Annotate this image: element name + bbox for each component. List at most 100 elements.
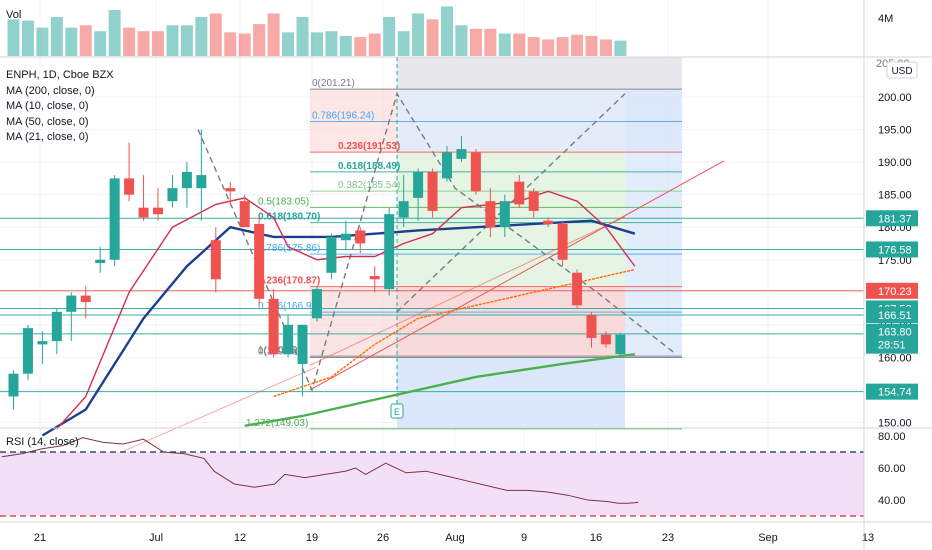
candle-body-24 <box>355 230 366 244</box>
earnings-marker-box <box>390 403 404 419</box>
price-tick-2: 160.00 <box>878 352 912 364</box>
candle-body-34 <box>499 201 510 228</box>
candle-body-6 <box>95 259 106 264</box>
candle-body-33 <box>485 201 496 228</box>
candle-body-14 <box>210 240 221 280</box>
time-tick-1: Jul <box>149 532 163 544</box>
volume-bar-33 <box>484 28 497 56</box>
volume-bar-2 <box>36 27 49 56</box>
chart-legend: ENPH, 1D, Cboe BZX MA (200, close, 0) MA… <box>6 68 114 146</box>
fib-label-5: 1(160.19) <box>258 345 301 356</box>
volume-bar-37 <box>542 39 555 56</box>
legend-ma-21[interactable]: MA (21, close, 0) <box>6 131 89 143</box>
time-tick-9: Sep <box>758 532 778 544</box>
candle-body-28 <box>413 171 424 198</box>
candle-body-13 <box>196 175 207 189</box>
current-price-bg <box>866 323 918 354</box>
volume-bar-39 <box>571 34 584 56</box>
volume-bar-24 <box>354 37 367 56</box>
volume-bar-35 <box>513 33 526 56</box>
candle-body-32 <box>470 152 481 192</box>
legend-ma-50[interactable]: MA (50, close, 0) <box>6 115 89 128</box>
candle-body-29 <box>427 171 438 211</box>
candle-body-27 <box>398 201 409 218</box>
candle-body-22 <box>326 236 337 273</box>
volume-bar-40 <box>585 35 598 56</box>
fib-band-blue-right <box>625 89 682 358</box>
fib-label-6: 0.786(196.24) <box>312 110 374 121</box>
candle-body-26 <box>384 214 395 290</box>
fib-label-7: 0.618(188.49) <box>338 161 400 172</box>
current-price: 163.80 <box>878 327 912 339</box>
volume-bar-31 <box>455 25 468 56</box>
candle-body-39 <box>572 272 583 306</box>
volume-bar-27 <box>397 31 410 56</box>
level-tag-bg-4 <box>866 307 918 324</box>
volume-bar-0 <box>7 19 20 56</box>
fib-label-3: 0.618(180.70) <box>258 212 320 223</box>
countdown: 28:51 <box>878 340 906 352</box>
ma-line-0 <box>244 352 636 427</box>
volume-bar-6 <box>94 31 107 56</box>
level-tag-2: 170.23 <box>878 286 912 298</box>
candle-body-31 <box>456 149 467 159</box>
volume-bar-28 <box>412 13 425 57</box>
volume-bar-14 <box>209 13 222 57</box>
legend-ma-200[interactable]: MA (200, close, 0) <box>6 84 95 97</box>
time-tick-0: 21 <box>34 532 46 544</box>
volume-bar-26 <box>383 17 396 56</box>
volume-bar-36 <box>527 37 540 56</box>
candle-body-11 <box>167 188 178 202</box>
ma-line-3 <box>56 190 636 430</box>
fib-label-12: 1.272(149.03) <box>246 418 308 429</box>
volume-bar-10 <box>152 31 164 56</box>
candle-body-5 <box>80 295 91 303</box>
volume-bar-41 <box>599 39 612 56</box>
volume-bars <box>7 6 627 57</box>
volume-bar-19 <box>282 32 295 56</box>
earnings-marker: E <box>394 407 400 417</box>
currency-button[interactable] <box>886 61 918 79</box>
volume-bar-25 <box>368 33 381 56</box>
currency-label: USD <box>891 66 912 77</box>
volume-bar-13 <box>195 17 208 56</box>
legend-ma-10[interactable]: MA (10, close, 0) <box>6 100 89 112</box>
candle-body-0 <box>8 373 19 397</box>
volume-label: Vol <box>6 9 22 21</box>
volume-bar-7 <box>108 9 121 56</box>
fib-left-red <box>310 89 397 153</box>
volume-bar-12 <box>180 25 193 56</box>
volume-bar-21 <box>310 32 323 56</box>
fib-top-band <box>397 57 682 90</box>
rsi-tick-2: 40.00 <box>878 495 906 507</box>
price-tick-7: 185.00 <box>878 190 912 202</box>
level-tag-4: 166.51 <box>878 310 912 322</box>
rsi-label[interactable]: RSI (14, close) <box>6 436 79 448</box>
volume-bar-34 <box>498 33 511 56</box>
volume-bar-38 <box>556 37 569 56</box>
candle-body-7 <box>109 178 120 260</box>
candle-body-20 <box>297 324 308 364</box>
volume-bar-11 <box>166 25 179 56</box>
rsi-tick-1: 60.00 <box>878 463 906 475</box>
rsi-tick-0: 80.00 <box>878 431 906 443</box>
fib-label-2: 0.5(183.05) <box>258 196 309 207</box>
legend-title[interactable]: ENPH, 1D, Cboe BZX <box>6 69 114 81</box>
level-tag-1: 176.58 <box>878 244 912 256</box>
trendline-channel <box>309 216 626 366</box>
candle-body-9 <box>138 207 149 218</box>
price-tick-8: 190.00 <box>878 157 912 169</box>
volume-bar-42 <box>614 40 627 56</box>
candle-body-17 <box>254 223 265 299</box>
price-axis-labels: 181.37176.58170.23167.52166.51163.62154.… <box>866 210 918 400</box>
time-tick-7: 16 <box>590 532 602 544</box>
volume-bar-17 <box>253 24 266 56</box>
trendline-up <box>309 160 725 391</box>
level-tag-bg-1 <box>866 241 918 258</box>
candle-body-2 <box>37 341 48 345</box>
candle-body-40 <box>586 315 597 338</box>
volume-bar-23 <box>339 35 352 56</box>
time-tick-10: 13 <box>862 532 874 544</box>
volume-bar-18 <box>267 13 280 57</box>
